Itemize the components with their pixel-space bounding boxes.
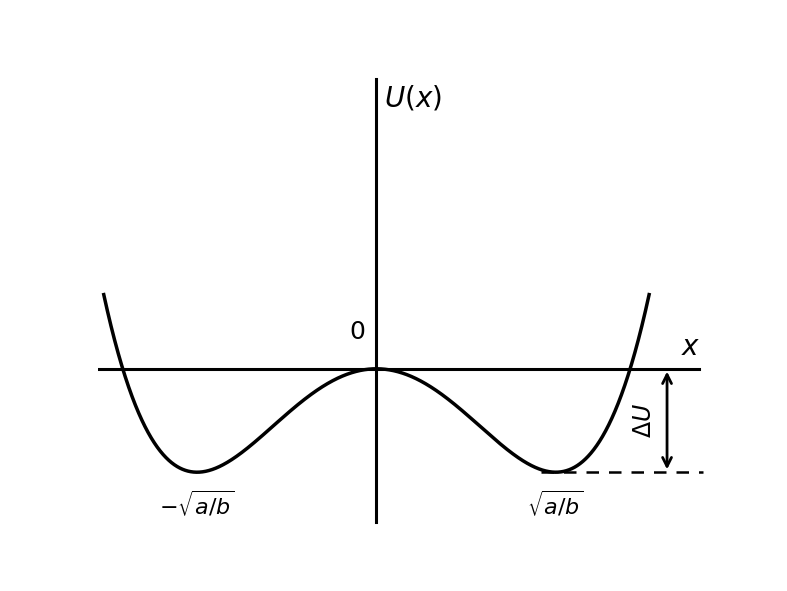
Text: $x$: $x$ — [682, 334, 700, 361]
Text: $0$: $0$ — [349, 321, 366, 344]
Text: $\Delta U$: $\Delta U$ — [634, 403, 656, 438]
Text: $\sqrt{a/b}$: $\sqrt{a/b}$ — [527, 489, 584, 519]
Text: $U(x)$: $U(x)$ — [383, 83, 442, 112]
Text: $-\sqrt{a/b}$: $-\sqrt{a/b}$ — [159, 489, 235, 519]
